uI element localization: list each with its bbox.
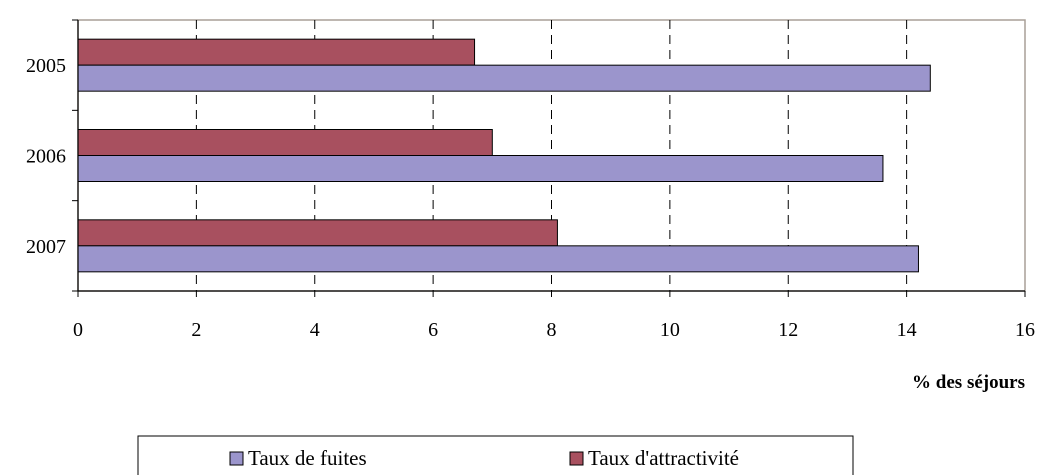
x-tick-label: 4	[310, 319, 320, 341]
bar-taux-de-fuites-2005	[77, 64, 931, 92]
x-tick-label: 12	[778, 319, 798, 341]
x-tick-labels: 0 2 4 6 8 10 12 14 16	[73, 319, 1035, 341]
x-tick-label: 8	[547, 319, 557, 341]
y-tick-labels: 2005 2006 2007	[26, 55, 66, 258]
x-tick-label: 14	[897, 319, 917, 341]
legend-label-taux-de-fuites: Taux de fuites	[248, 446, 367, 470]
x-tick-label: 2	[191, 319, 201, 341]
legend: Taux de fuites Taux d'attractivité	[137, 435, 854, 475]
x-tick-label: 6	[428, 319, 438, 341]
x-axis-label: % des séjours	[912, 372, 1025, 393]
x-tick-label: 0	[73, 319, 83, 341]
bars	[77, 38, 931, 273]
legend-swatch-taux-de-fuites	[229, 451, 244, 466]
bar-taux-d-attractivite-2007	[77, 219, 558, 247]
y-tick-label: 2007	[26, 236, 66, 258]
bar-taux-d-attractivite-2005	[77, 38, 476, 66]
legend-swatch-taux-d-attractivite	[569, 451, 584, 466]
bar-taux-de-fuites-2006	[77, 155, 884, 182]
x-tick-label: 10	[660, 319, 680, 341]
legend-label-taux-d-attractivite: Taux d'attractivité	[588, 446, 739, 470]
bar-taux-d-attractivite-2006	[77, 129, 493, 156]
bar-taux-de-fuites-2007	[77, 245, 919, 273]
x-tick-label: 16	[1015, 319, 1035, 341]
axes	[72, 19, 1026, 297]
y-tick-label: 2006	[26, 146, 66, 168]
y-tick-label: 2005	[26, 55, 66, 77]
